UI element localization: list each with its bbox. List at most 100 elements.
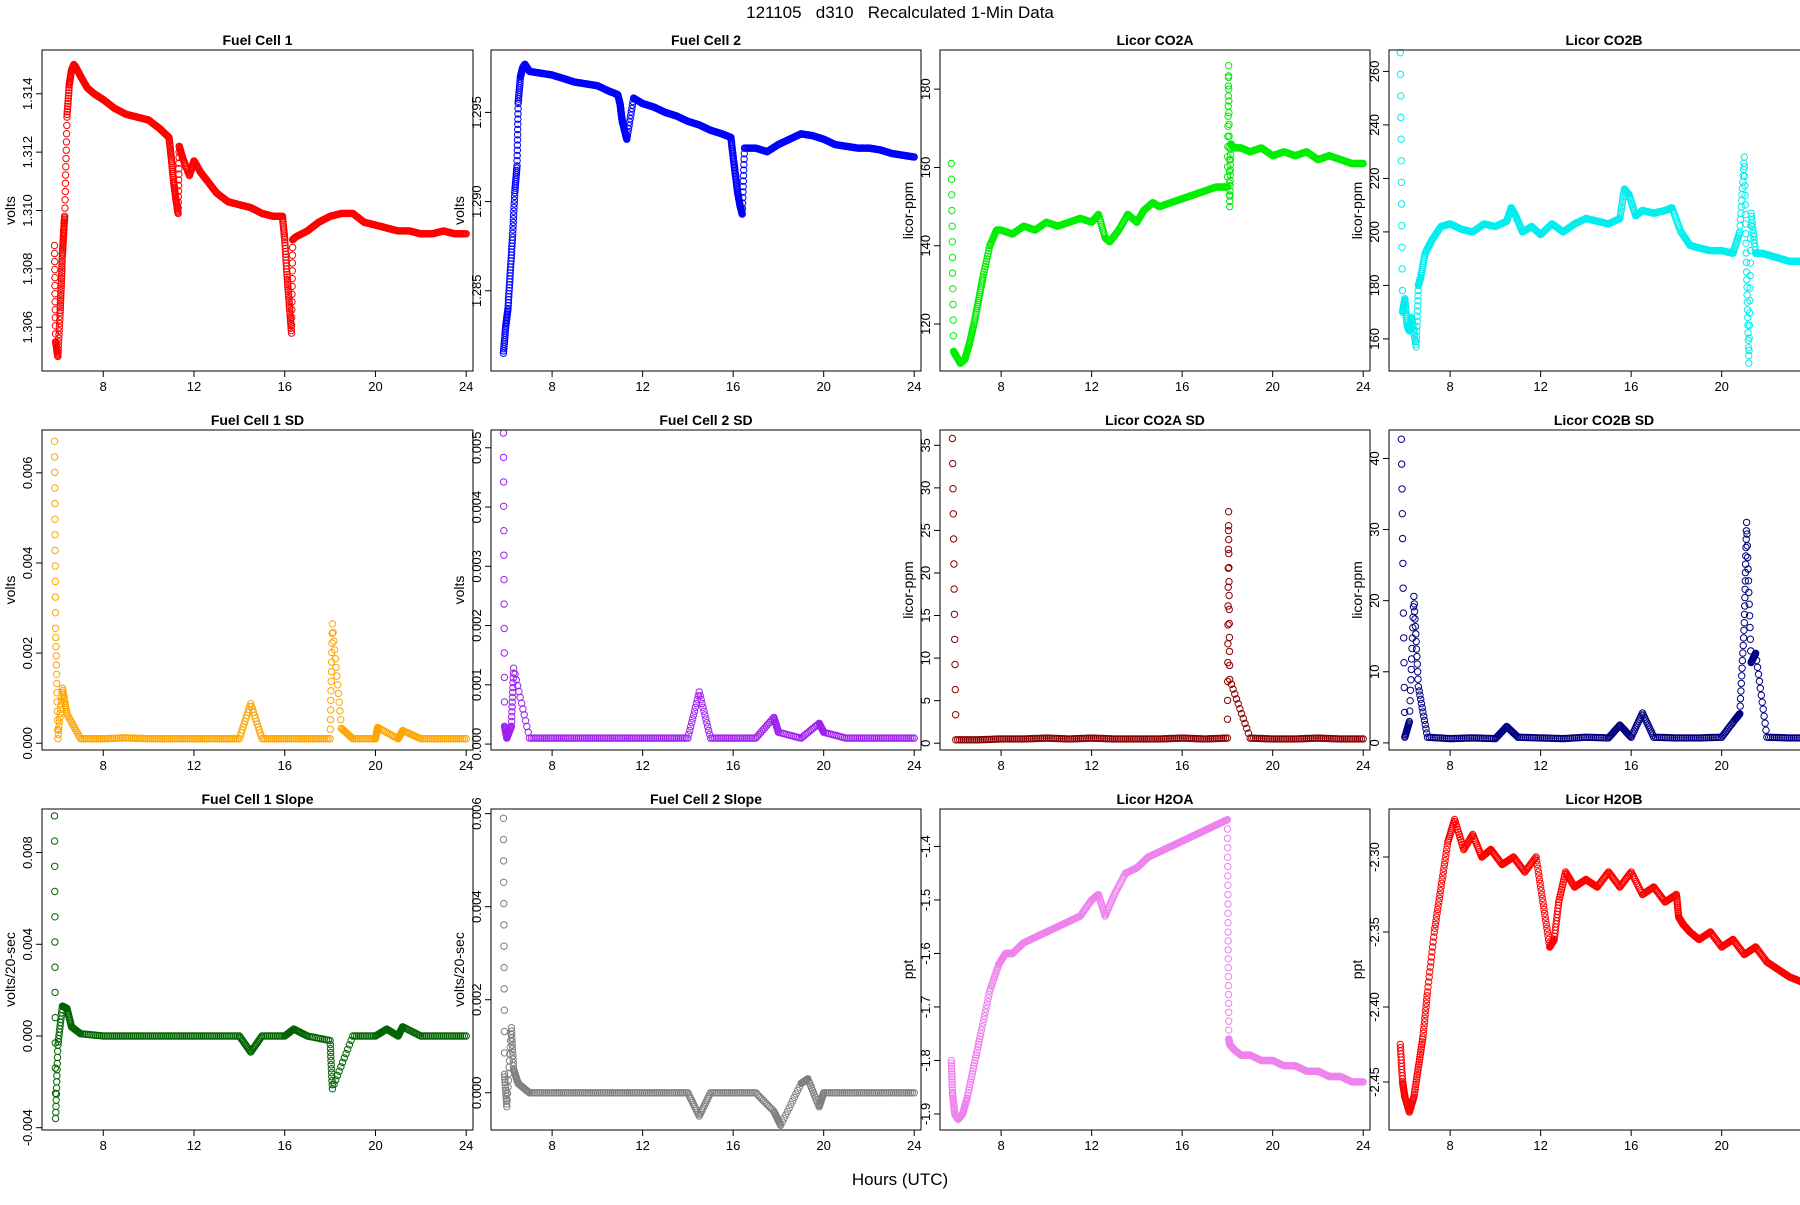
data-point bbox=[500, 815, 506, 821]
data-point bbox=[289, 252, 295, 258]
data-point bbox=[53, 671, 59, 677]
y-axis-label: licor-ppm bbox=[900, 182, 916, 240]
x-tick-label: 24 bbox=[1356, 758, 1370, 773]
data-point bbox=[949, 223, 955, 229]
x-tick-label: 12 bbox=[187, 379, 201, 394]
data-point bbox=[1400, 585, 1406, 591]
data-point bbox=[1225, 641, 1231, 647]
data-point bbox=[500, 454, 506, 460]
x-tick-label: 24 bbox=[1356, 379, 1370, 394]
data-point bbox=[64, 122, 70, 128]
data-point bbox=[1408, 666, 1414, 672]
data-point bbox=[1741, 627, 1747, 633]
data-point bbox=[501, 528, 507, 534]
data-point bbox=[501, 699, 507, 705]
data-points bbox=[51, 438, 469, 742]
data-point bbox=[1401, 684, 1407, 690]
y-tick-label: 0.002 bbox=[469, 609, 484, 642]
panel-title: Fuel Cell 2 SD bbox=[659, 412, 752, 428]
data-point bbox=[52, 578, 58, 584]
y-tick-label: 0.001 bbox=[469, 669, 484, 702]
data-point bbox=[52, 532, 58, 538]
x-tick-label: 8 bbox=[548, 379, 555, 394]
data-point bbox=[54, 1079, 60, 1085]
data-point bbox=[328, 707, 334, 713]
data-point bbox=[52, 888, 58, 894]
y-tick-label: 1.308 bbox=[20, 253, 35, 286]
data-point bbox=[1226, 536, 1232, 542]
data-point bbox=[1755, 671, 1761, 677]
y-tick-label: 160 bbox=[918, 157, 933, 179]
data-point bbox=[1226, 121, 1232, 127]
x-tick-label: 16 bbox=[1175, 379, 1189, 394]
data-point bbox=[52, 939, 58, 945]
y-tick-label: 0.005 bbox=[469, 432, 484, 465]
data-point bbox=[1407, 698, 1413, 704]
data-point bbox=[1415, 676, 1421, 682]
data-point bbox=[1740, 650, 1746, 656]
x-tick-label: 20 bbox=[368, 1138, 382, 1153]
data-point bbox=[52, 258, 58, 264]
data-point bbox=[501, 943, 507, 949]
data-point bbox=[1400, 610, 1406, 616]
y-tick-label: 25 bbox=[918, 523, 933, 537]
data-point bbox=[501, 650, 507, 656]
x-tick-label: 8 bbox=[100, 379, 107, 394]
data-point bbox=[949, 207, 955, 213]
data-point bbox=[335, 682, 341, 688]
plot-frame bbox=[42, 430, 473, 750]
data-point bbox=[950, 286, 956, 292]
data-points bbox=[948, 817, 1366, 1123]
data-point bbox=[501, 674, 507, 680]
x-tick-label: 16 bbox=[726, 758, 740, 773]
data-point bbox=[51, 838, 57, 844]
data-point bbox=[53, 662, 59, 668]
data-point bbox=[328, 659, 334, 665]
data-point bbox=[1740, 642, 1746, 648]
data-point bbox=[52, 625, 58, 631]
data-point bbox=[500, 858, 506, 864]
data-points bbox=[51, 61, 469, 359]
y-axis-label: volts/20-sec bbox=[2, 932, 18, 1007]
data-point bbox=[333, 664, 339, 670]
data-point bbox=[1408, 677, 1414, 683]
data-point bbox=[948, 176, 954, 182]
data-point bbox=[63, 164, 69, 170]
data-point bbox=[952, 661, 958, 667]
data-point bbox=[51, 242, 57, 248]
data-point bbox=[501, 964, 507, 970]
data-point bbox=[1398, 201, 1404, 207]
data-point bbox=[950, 511, 956, 517]
plot-frame bbox=[940, 430, 1370, 750]
y-tick-label: 10 bbox=[1367, 665, 1382, 679]
data-point bbox=[53, 644, 59, 650]
data-point bbox=[1741, 620, 1747, 626]
y-tick-label: 0.004 bbox=[469, 491, 484, 524]
data-point bbox=[62, 172, 68, 178]
panel-licor-co2b-sd: Licor CO2B SD812162024010203040licor-ppm bbox=[1349, 412, 1800, 773]
data-point bbox=[949, 254, 955, 260]
data-point bbox=[52, 964, 58, 970]
data-point bbox=[1399, 461, 1405, 467]
x-tick-label: 12 bbox=[187, 758, 201, 773]
data-point bbox=[329, 621, 335, 627]
data-point bbox=[336, 699, 342, 705]
data-point bbox=[1757, 685, 1763, 691]
x-tick-label: 24 bbox=[907, 379, 921, 394]
x-tick-label: 20 bbox=[816, 1138, 830, 1153]
y-tick-label: 1.312 bbox=[20, 136, 35, 169]
data-points bbox=[1397, 50, 1800, 367]
data-point bbox=[1398, 436, 1404, 442]
x-tick-label: 20 bbox=[1265, 379, 1279, 394]
x-tick-label: 16 bbox=[277, 1138, 291, 1153]
data-point bbox=[1399, 511, 1405, 517]
data-point bbox=[1226, 550, 1232, 556]
y-axis-label: volts bbox=[451, 196, 467, 225]
data-point bbox=[1743, 553, 1749, 559]
data-point bbox=[1758, 692, 1764, 698]
data-point bbox=[1747, 272, 1753, 278]
x-tick-label: 8 bbox=[1446, 379, 1453, 394]
y-tick-label: 0.004 bbox=[20, 547, 35, 580]
